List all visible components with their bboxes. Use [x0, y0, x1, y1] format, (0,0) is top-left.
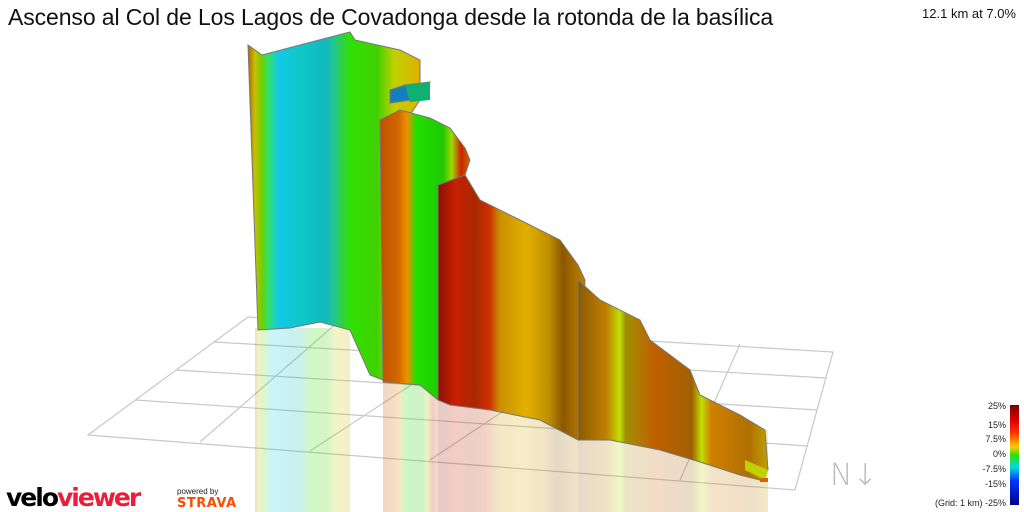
chart-title: Ascenso al Col de Los Lagos de Covadonga…	[8, 4, 774, 30]
legend-tick-min: -25%	[984, 498, 1006, 508]
veloviewer-logo[interactable]: veloviewer	[6, 483, 141, 512]
grid-note: (Grid: 1 km)	[934, 498, 983, 508]
legend-tick: -15%	[984, 479, 1006, 489]
strava-logo[interactable]: STRAVA	[177, 496, 237, 511]
legend-tick: (Grid: 1 km) -25%	[935, 498, 1006, 508]
legend-tick: 25%	[987, 401, 1006, 411]
ribbon-steep-section	[437, 174, 586, 441]
ribbon-middle-section	[379, 109, 471, 402]
logo-velo: velo	[6, 483, 59, 512]
logo-viewer: viewer	[57, 483, 141, 512]
legend-tick: 7.5%	[985, 434, 1006, 444]
powered-by-label: powered by	[177, 487, 219, 496]
north-arrow-icon: N↓	[830, 458, 878, 493]
ribbon-lower-section	[577, 278, 769, 481]
legend-tick: -7.5%	[982, 464, 1006, 474]
legend-tick: 15%	[987, 420, 1006, 430]
gradient-legend: 25% 15% 7.5% 0% -7.5% -15% (Grid: 1 km) …	[900, 400, 1024, 512]
legend-tick: 0%	[992, 449, 1006, 459]
climb-stats: 12.1 km at 7.0%	[922, 6, 1016, 21]
gradient-color-bar	[1010, 405, 1019, 505]
